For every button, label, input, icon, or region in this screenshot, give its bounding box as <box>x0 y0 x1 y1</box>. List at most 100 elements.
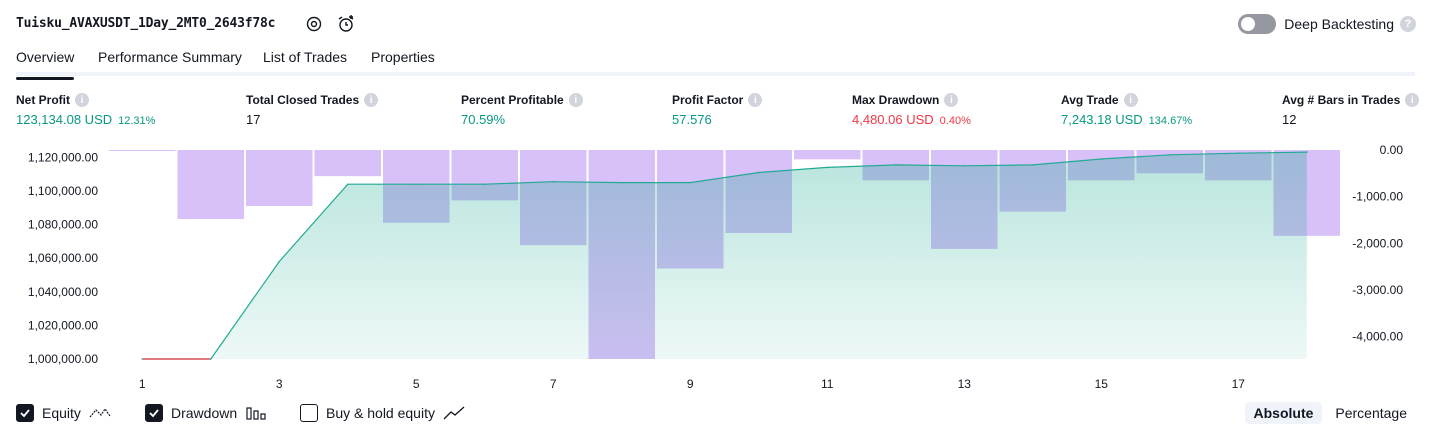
left-tick-label: 1,020,000.00 <box>28 318 98 332</box>
metric-percent: 0.40% <box>939 115 971 127</box>
equity-point <box>1100 158 1103 160</box>
info-icon[interactable]: i <box>75 93 89 107</box>
drawdown-bar <box>314 150 381 177</box>
metric-label: Total Closed Trades <box>246 93 360 107</box>
right-tick-label: -4,000.00 <box>1352 330 1403 344</box>
x-tick-label: 15 <box>1095 377 1109 391</box>
x-tick-label: 9 <box>687 377 694 391</box>
info-icon[interactable]: i <box>748 93 763 107</box>
metric-max-drawdown: Max Drawdown i 4,480.06 USD 0.40% <box>852 93 971 127</box>
add-alert-icon[interactable] <box>336 14 356 34</box>
scale-mode-selector: Absolute Percentage <box>1241 402 1417 424</box>
left-tick-label: 1,100,000.00 <box>28 184 98 198</box>
equity-fill <box>142 152 1307 359</box>
deep-backtesting-control: Deep Backtesting ? <box>1238 12 1416 36</box>
left-tick-label: 1,060,000.00 <box>28 251 98 265</box>
tab-performance-summary[interactable]: Performance Summary <box>98 49 242 65</box>
equity-point <box>552 180 555 183</box>
equity-point <box>826 166 829 169</box>
equity-point <box>278 260 281 263</box>
metric-profit-factor: Profit Factor i 57.576 <box>672 93 763 127</box>
metric-avg-bars-in-trades: Avg # Bars in Trades i 12 <box>1282 93 1420 127</box>
metric-value: 12 <box>1282 112 1297 127</box>
metric-label: Avg # Bars in Trades <box>1282 93 1401 107</box>
metric-value: 70.59% <box>461 112 506 127</box>
buy-hold-line-icon <box>443 406 465 420</box>
equity-line-icon <box>89 407 111 418</box>
legend-buy-hold[interactable]: Buy & hold equity <box>300 404 465 422</box>
equity-checkbox[interactable] <box>16 404 34 422</box>
tab-properties[interactable]: Properties <box>371 49 435 65</box>
legend-drawdown[interactable]: Drawdown <box>145 404 267 422</box>
metric-avg-trade: Avg Trade i 7,243.18 USD 134.67% <box>1061 93 1192 127</box>
metric-label: Max Drawdown <box>852 93 940 107</box>
metric-value: 123,134.08 USD <box>16 112 113 127</box>
left-tick-label: 1,000,000.00 <box>28 352 98 366</box>
x-tick-label: 17 <box>1232 377 1246 391</box>
absolute-button[interactable]: Absolute <box>1244 402 1323 424</box>
drawdown-bar <box>794 150 861 160</box>
left-axis: 1,120,000.00 1,100,000.00 1,080,000.00 1,06… <box>28 150 98 366</box>
info-icon[interactable]: i <box>364 93 379 107</box>
metric-net-profit: Net Profit i 123,134.08 USD 12.31% <box>16 93 155 127</box>
buy-hold-checkbox[interactable] <box>300 404 318 422</box>
info-icon[interactable]: i <box>944 93 959 107</box>
metric-value: 7,243.18 USD <box>1061 112 1143 127</box>
metric-label: Profit Factor <box>672 93 744 107</box>
legend-label: Drawdown <box>171 405 238 421</box>
info-icon[interactable]: i <box>1405 93 1420 107</box>
toggle-knob <box>1241 17 1256 31</box>
x-tick-label: 11 <box>821 377 834 391</box>
drawdown-bar <box>109 150 176 151</box>
left-tick-label: 1,080,000.00 <box>28 218 98 232</box>
legend-label: Buy & hold equity <box>326 405 435 421</box>
equity-point <box>963 164 966 167</box>
right-tick-label: 0.00 <box>1380 143 1404 157</box>
deep-backtesting-label: Deep Backtesting <box>1284 16 1394 32</box>
equity-point <box>689 181 692 184</box>
tab-overview[interactable]: Overview <box>16 49 75 80</box>
strategy-header: Tuisku_AVAXUSDT_1Day_2MT0_2643f78c Deep … <box>16 12 1416 36</box>
deep-backtesting-toggle[interactable] <box>1238 14 1277 34</box>
x-tick-label: 1 <box>139 377 146 391</box>
settings-gear-icon[interactable] <box>304 14 324 34</box>
left-tick-label: 1,120,000.00 <box>28 150 98 164</box>
right-tick-label: -1,000.00 <box>1352 190 1403 204</box>
equity-point <box>209 358 212 360</box>
drawdown-checkbox[interactable] <box>145 404 163 422</box>
legend-label: Equity <box>42 405 81 421</box>
x-tick-label: 3 <box>276 377 283 391</box>
legend-equity[interactable]: Equity <box>16 404 111 422</box>
report-tabs: Overview Performance Summary List of Tra… <box>16 46 1415 80</box>
equity-point <box>1237 152 1240 154</box>
info-icon[interactable]: i <box>1123 93 1138 107</box>
help-icon[interactable]: ? <box>1400 16 1416 32</box>
metric-percent: 134.67% <box>1148 115 1193 127</box>
equity-area <box>141 151 1308 360</box>
equity-point <box>1305 151 1308 153</box>
equity-point <box>346 183 349 186</box>
equity-point <box>620 181 623 184</box>
right-tick-label: -2,000.00 <box>1352 236 1403 250</box>
drawdown-bars-icon <box>246 407 266 420</box>
equity-point <box>483 183 486 186</box>
equity-point <box>1168 154 1171 156</box>
metric-percent: 12.31% <box>118 115 156 127</box>
equity-point <box>757 171 760 174</box>
equity-point <box>141 358 144 360</box>
info-icon[interactable]: i <box>568 93 583 107</box>
equity-drawdown-chart[interactable]: 1,120,000.00 1,100,000.00 1,080,000.00 1,06… <box>0 140 1431 395</box>
strategy-title: Tuisku_AVAXUSDT_1Day_2MT0_2643f78c <box>16 16 276 31</box>
left-tick-label: 1,040,000.00 <box>28 285 98 299</box>
percentage-button[interactable]: Percentage <box>1335 405 1407 421</box>
tab-list-of-trades[interactable]: List of Trades <box>263 49 348 65</box>
metric-value: 57.576 <box>672 112 712 127</box>
metric-label: Net Profit <box>16 93 70 107</box>
drawdown-bar <box>246 150 313 206</box>
x-tick-label: 5 <box>413 377 420 391</box>
metrics-row: Net Profit i 123,134.08 USD 12.31% Total C… <box>16 93 1420 133</box>
chart-canvas: 1,120,000.00 1,100,000.00 1,080,000.00 1,06… <box>28 143 1403 391</box>
equity-point <box>1031 164 1034 166</box>
metric-label: Percent Profitable <box>461 93 564 107</box>
right-axis: 0.00 -1,000.00 -2,000.00 -3,000.00 -4,000.00 <box>1352 143 1403 344</box>
